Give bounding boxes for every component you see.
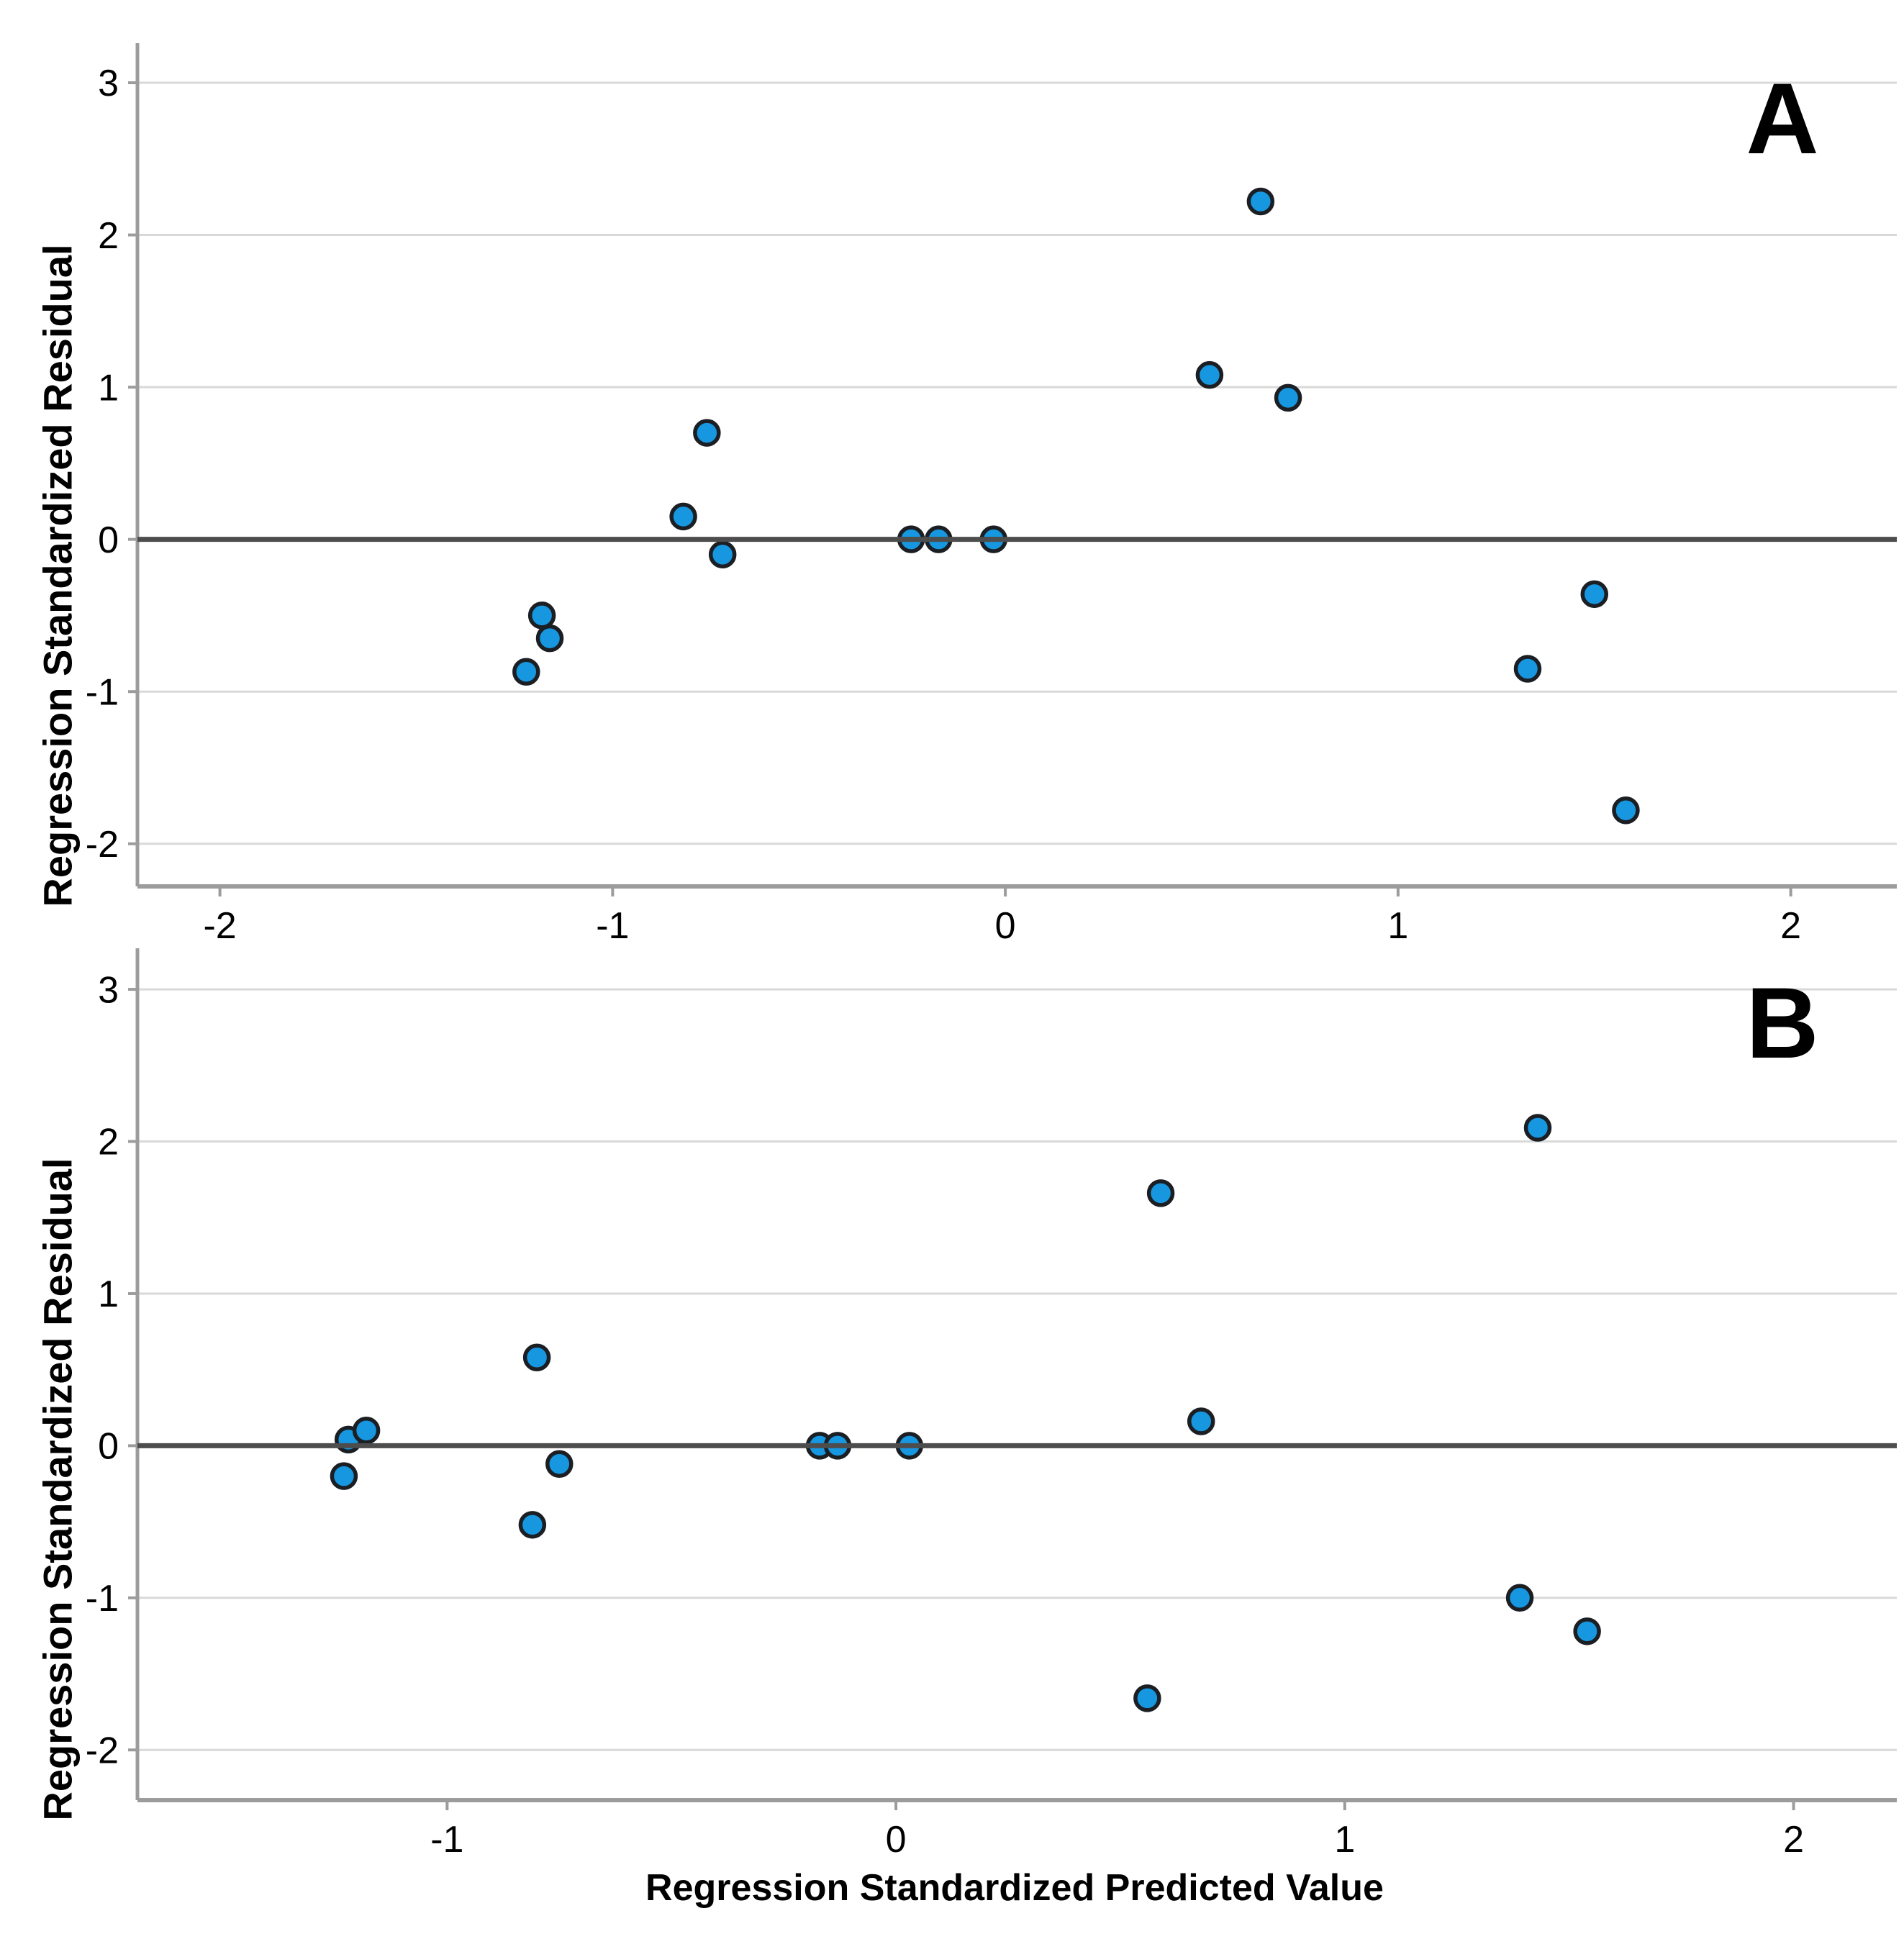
panel-B: 3 2 1 0 -1 -2 -1 0 1 2	[86, 948, 1897, 1861]
data-point	[1505, 1584, 1534, 1612]
x-tick-label: 2	[1780, 905, 1801, 947]
x-tick-label: -2	[203, 905, 236, 947]
x-tick-label: 2	[1783, 1819, 1804, 1861]
data-point	[1146, 1179, 1175, 1207]
y-tick-label: 2	[98, 215, 119, 257]
data-point	[1187, 1407, 1215, 1435]
data-point	[1580, 580, 1609, 609]
data-point	[693, 419, 721, 447]
data-point	[527, 601, 556, 630]
y-tick-label: -1	[86, 671, 119, 713]
x-tick-label: 0	[886, 1819, 907, 1861]
y-tick-label: 3	[98, 63, 119, 104]
x-tick-label: -1	[596, 905, 629, 947]
x-tick-label: -1	[430, 1819, 463, 1861]
x-tick-label: 1	[1334, 1819, 1355, 1861]
data-point	[1246, 187, 1275, 216]
data-point	[522, 1343, 551, 1371]
y-tick-label: -2	[86, 824, 119, 866]
data-point	[1523, 1114, 1552, 1142]
data-point	[535, 624, 564, 653]
y-tick-label: 1	[98, 367, 119, 409]
x-axis-title: Regression Standardized Predicted Value	[645, 1867, 1384, 1909]
data-point	[352, 1416, 381, 1445]
y-tick-label: 3	[98, 969, 119, 1011]
x-tick-label: 0	[995, 905, 1016, 947]
data-point	[330, 1462, 358, 1490]
y-tick-label: -2	[86, 1730, 119, 1771]
data-point	[518, 1511, 547, 1539]
data-point	[1573, 1617, 1601, 1645]
data-point	[1274, 383, 1302, 412]
x-tick-label: 1	[1387, 905, 1408, 947]
y-tick-label: 0	[98, 1426, 119, 1468]
data-point	[1513, 655, 1542, 683]
data-point	[669, 502, 697, 531]
data-point	[1612, 796, 1640, 825]
data-point	[708, 540, 737, 569]
panel-A: 3 2 1 0 -1 -2 -2 -1 0 1 2	[86, 43, 1897, 947]
data-point	[545, 1450, 574, 1478]
panel-a-y-axis-title: Regression Standardized Residual	[35, 244, 81, 907]
data-point	[1195, 360, 1224, 389]
y-tick-label: 1	[98, 1273, 119, 1315]
data-point	[512, 658, 540, 686]
y-tick-label: 2	[98, 1122, 119, 1163]
panel-b-y-axis-title: Regression Standardized Residual	[35, 1158, 81, 1821]
panel-a-label: A	[1746, 62, 1819, 175]
data-point	[1133, 1684, 1161, 1712]
y-tick-label: 0	[98, 519, 119, 561]
y-tick-label: -1	[86, 1578, 119, 1620]
panel-b-label: B	[1746, 966, 1819, 1079]
